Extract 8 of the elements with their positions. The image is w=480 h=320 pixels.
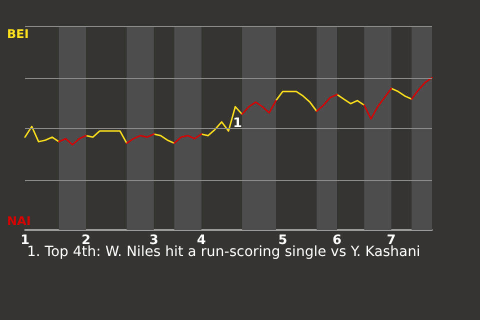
text: NAI	[7, 214, 31, 228]
x-tick-label: 3	[149, 233, 158, 248]
text: BEI	[7, 27, 29, 41]
x-tick-label: 5	[278, 233, 288, 248]
x-tick-label: 6	[332, 233, 342, 248]
x-tick-label: 1	[20, 233, 30, 248]
annotation: 1	[233, 116, 242, 131]
x-tick-label: 4	[196, 233, 206, 248]
